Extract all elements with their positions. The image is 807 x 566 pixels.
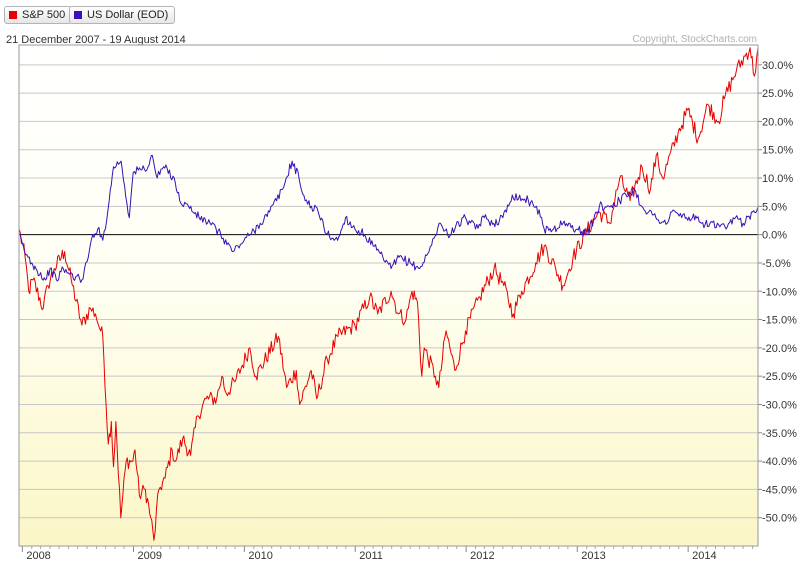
y-tick-label: 15.0% [762,145,793,157]
y-tick-label: -15.0% [762,315,797,327]
legend-swatch-us-dollar [74,11,82,19]
grid-lines [19,64,758,519]
x-tick-label: 2009 [138,550,162,562]
y-tick-label: -10.0% [762,286,797,298]
legend-label-us-dollar: US Dollar (EOD) [87,9,169,21]
legend-label-sp500: S&P 500 [22,9,66,21]
y-tick-label: 5.0% [762,201,787,213]
y-tick-label: 0.0% [762,230,787,242]
legend-item-us-dollar[interactable]: US Dollar (EOD) [69,6,176,24]
y-tick-label: 25.0% [762,88,793,100]
y-tick-label: 20.0% [762,116,793,128]
y-tick-label: 30.0% [762,60,793,72]
y-tick-label: -40.0% [762,456,797,468]
x-tick-label: 2010 [248,550,272,562]
y-tick-label: -25.0% [762,371,797,383]
x-tick-label: 2012 [470,550,494,562]
series-line-us-dollar [19,154,758,283]
copyright: Copyright, StockCharts.com [632,34,758,45]
y-axis-ticks: 30.0% 25.0% 20.0% 15.0% 10.0% 5.0% 0.0% -5.0% -1… [758,60,797,525]
x-axis-ticks: 2008 2009 2010 2011 2012 2013 2014 [21,546,754,562]
plot-border [18,44,759,547]
date-range: 21 December 2007 - 19 August 2014 [6,34,186,46]
x-tick-label: 2013 [581,550,605,562]
series-layer [19,47,758,541]
legend-swatch-sp500 [9,11,17,19]
y-tick-label: 10.0% [762,173,793,185]
y-tick-label: -5.0% [762,258,791,270]
x-tick-label: 2014 [692,550,716,562]
x-tick-label: 2011 [359,550,383,562]
y-tick-label: -50.0% [762,513,797,525]
plot-background [19,45,758,546]
x-tick-label: 2008 [26,550,50,562]
y-tick-label: -30.0% [762,399,797,411]
legend-item-sp500[interactable]: S&P 500 [4,6,73,24]
y-tick-label: -20.0% [762,343,797,355]
y-tick-label: -35.0% [762,428,797,440]
y-tick-label: -45.0% [762,484,797,496]
series-line-sp500 [19,47,758,541]
